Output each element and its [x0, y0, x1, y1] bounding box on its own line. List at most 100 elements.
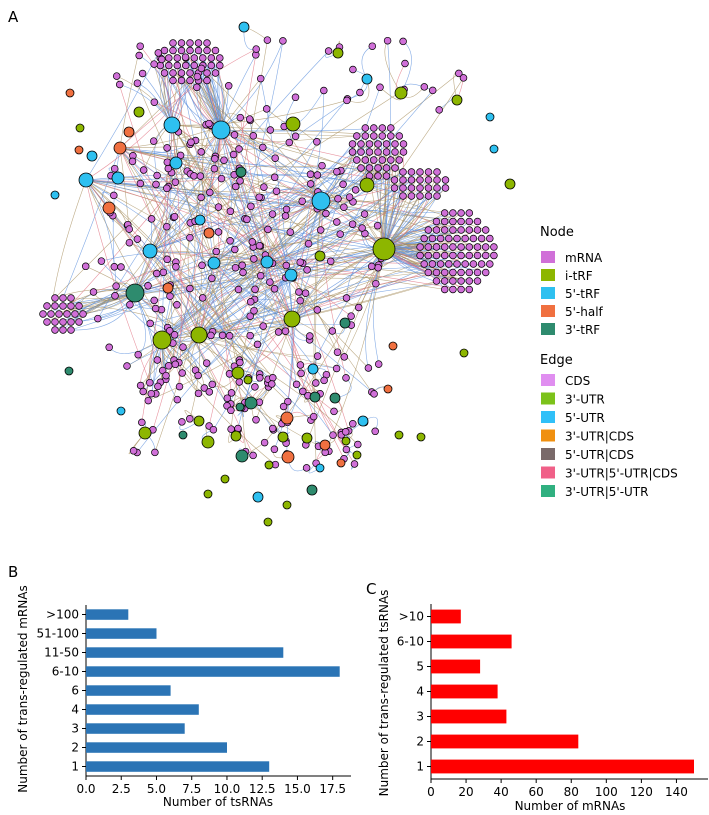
network-node-mrna [449, 217, 457, 226]
network-node-mrna [157, 55, 166, 64]
network-node-mrna [173, 54, 182, 62]
network-node-tsrna [451, 94, 463, 106]
network-node-mrna [469, 234, 478, 243]
network-node-tsrna [244, 396, 258, 410]
network-node-tsrna [459, 348, 469, 358]
network-node-mrna [196, 172, 205, 180]
network-node-mrna [236, 113, 245, 122]
network-node-mrna [420, 83, 429, 91]
legend-edge-swatch [541, 485, 555, 497]
network-node-mrna [43, 302, 51, 310]
network-node-mrna [165, 327, 174, 335]
network-node-mrna [282, 205, 291, 214]
network-node-mrna [138, 69, 147, 78]
network-node-mrna [457, 209, 465, 217]
network-edge [220, 129, 421, 181]
legend-edge-label: 5'-UTR [565, 411, 605, 425]
y-tick-label: 3 [416, 710, 424, 724]
network-node-tsrna [125, 283, 145, 303]
network-edge [220, 40, 284, 131]
network-node-mrna [162, 371, 170, 380]
network-node-mrna [227, 406, 235, 415]
network-edge [198, 90, 433, 336]
network-node-mrna [203, 69, 211, 77]
network-node-mrna [247, 202, 255, 211]
network-node-mrna [440, 243, 449, 251]
network-node-mrna [340, 353, 349, 361]
network-edge [119, 135, 357, 149]
network-edge [134, 292, 276, 465]
network-node-mrna [200, 384, 209, 392]
network-edge [283, 126, 385, 250]
network-node-mrna [186, 69, 194, 77]
network-node-mrna [75, 318, 83, 326]
network-edge [220, 129, 354, 203]
network-node-mrna [445, 260, 453, 268]
network-node-mrna [251, 383, 259, 391]
network-node-mrna [231, 245, 239, 254]
network-node-mrna [374, 263, 382, 272]
network-node-mrna [173, 301, 181, 309]
network-node-mrna [169, 39, 177, 47]
network-node-mrna [51, 294, 59, 302]
network-node-mrna [203, 46, 211, 55]
network-node-mrna [295, 288, 303, 296]
network-node-mrna [173, 61, 182, 70]
network-edge [126, 334, 200, 367]
network-node-tsrna [282, 500, 292, 510]
network-node-mrna [279, 402, 288, 411]
network-node-mrna [194, 371, 202, 380]
network-node-mrna [449, 277, 457, 285]
network-node-mrna [399, 140, 408, 148]
network-node-mrna [211, 155, 219, 163]
network-node-mrna [146, 378, 154, 387]
network-node-mrna [304, 239, 313, 248]
chart-c: >10 6-10 5 4 3 2 10 20 40 60 80 100 120 140 Number of… [377, 590, 708, 813]
network-node-mrna [226, 207, 235, 216]
network-edge [171, 100, 347, 126]
network-node-tsrna [329, 392, 341, 404]
network-node-mrna [170, 212, 179, 221]
network-node-mrna [150, 296, 158, 305]
network-node-mrna [433, 184, 441, 192]
network-node-mrna [303, 266, 311, 274]
network-node-mrna [208, 380, 217, 389]
network-node-mrna [234, 285, 243, 294]
network-node-mrna [465, 251, 474, 260]
network-node-tsrna [336, 458, 346, 468]
network-node-mrna [382, 172, 391, 180]
network-node-mrna [486, 234, 494, 243]
network-node-mrna [401, 59, 409, 68]
network-node-mrna [246, 312, 254, 320]
network-node-mrna [407, 184, 416, 192]
network-node-tsrna [50, 190, 60, 200]
network-node-mrna [309, 412, 318, 421]
network-node-mrna [256, 374, 264, 382]
bar [86, 628, 157, 639]
network-node-tsrna [64, 366, 74, 376]
network-node-mrna [198, 294, 207, 302]
network-node-mrna [354, 440, 362, 449]
network-edge [238, 248, 385, 290]
network-node-mrna [165, 61, 173, 70]
network-node-mrna [329, 431, 337, 439]
network-node-mrna [459, 74, 468, 82]
network-node-mrna [59, 326, 67, 334]
network-node-mrna [486, 260, 494, 268]
network-node-mrna [47, 310, 55, 318]
network-node-mrna [253, 340, 262, 349]
network-node-mrna [440, 268, 449, 277]
network-node-mrna [211, 46, 220, 55]
network-node-mrna [246, 298, 255, 306]
legend-edge-label: 3'-UTR|CDS [565, 430, 634, 444]
network-node-mrna [440, 217, 449, 226]
network-node-mrna [313, 138, 321, 146]
network-node-mrna [416, 184, 424, 192]
network-node-mrna [420, 260, 428, 268]
network-node-mrna [193, 83, 201, 92]
network-node-mrna [67, 294, 75, 302]
network-node-tsrna [75, 123, 85, 133]
legend-edge-label: 3'-UTR|5'-UTR|CDS [565, 467, 678, 481]
network-node-mrna [361, 124, 370, 132]
